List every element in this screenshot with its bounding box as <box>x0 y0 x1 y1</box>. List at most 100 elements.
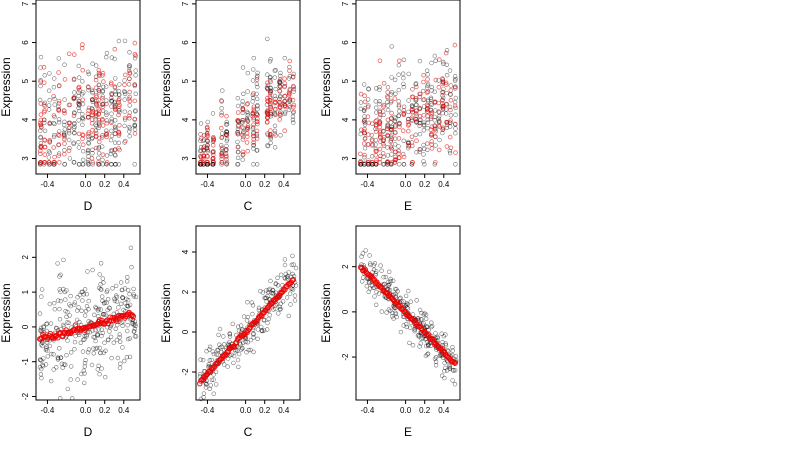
black-point <box>109 98 114 104</box>
black-point <box>444 72 450 78</box>
black-point <box>129 265 134 270</box>
red-point <box>76 101 81 106</box>
black-point <box>57 287 62 292</box>
black-point <box>251 349 256 355</box>
black-point <box>453 131 458 136</box>
red-point <box>38 160 44 165</box>
black-point <box>72 347 77 352</box>
black-point <box>44 340 50 345</box>
x-tick-label: 0.4 <box>438 406 450 415</box>
red-point <box>52 154 57 160</box>
red-point <box>385 124 390 129</box>
black-point <box>85 69 91 75</box>
x-tick-label: -0.4 <box>361 180 375 189</box>
black-point <box>80 111 85 117</box>
black-point <box>74 317 80 323</box>
x-tick-label: 0.0 <box>400 406 412 415</box>
black-point <box>51 76 57 81</box>
black-point <box>244 350 249 355</box>
red-point <box>282 93 288 99</box>
black-point <box>68 377 73 382</box>
black-point <box>421 152 426 157</box>
black-point <box>277 79 282 85</box>
red-point <box>122 115 128 121</box>
black-point <box>60 365 65 370</box>
black-point <box>91 334 96 340</box>
black-point <box>65 386 71 392</box>
red-point <box>401 108 407 113</box>
red-point <box>429 110 435 115</box>
black-point <box>290 117 296 123</box>
black-point <box>71 110 77 115</box>
black-point <box>104 112 109 118</box>
red-point <box>265 80 270 86</box>
red-point <box>56 70 61 75</box>
x-tick-label: 0.2 <box>419 406 431 415</box>
red-point <box>127 98 133 104</box>
red-point <box>47 120 53 126</box>
black-point <box>290 253 295 259</box>
black-point <box>414 119 419 125</box>
black-point <box>437 353 442 359</box>
black-point <box>109 128 114 134</box>
black-point <box>389 44 394 49</box>
black-point <box>100 276 106 281</box>
x-axis-label: E <box>404 199 412 213</box>
red-point <box>424 107 430 112</box>
red-point <box>240 132 245 138</box>
black-point <box>240 99 245 104</box>
black-point <box>127 50 132 55</box>
black-point <box>108 137 114 143</box>
black-point <box>444 122 450 127</box>
black-point <box>67 302 72 307</box>
black-point <box>62 119 67 125</box>
black-point <box>115 322 120 328</box>
red-point <box>42 137 47 143</box>
red-point <box>388 144 394 149</box>
black-point <box>81 368 87 373</box>
red-point <box>369 160 375 165</box>
red-point <box>235 131 241 137</box>
black-point <box>37 365 43 370</box>
red-point <box>96 88 102 93</box>
red-point <box>452 103 458 108</box>
red-point <box>373 119 378 124</box>
black-point <box>282 55 287 61</box>
black-point <box>210 349 216 354</box>
black-point <box>117 339 123 344</box>
black-point <box>65 338 70 343</box>
panel-bottom-left: -0.4 0.0 0.2 0.4 -2 -1 0 1 2 D Expression <box>0 225 141 439</box>
y-axis-label: Expression <box>159 283 173 342</box>
red-point <box>224 160 230 165</box>
red-point <box>76 85 81 91</box>
black-point <box>51 84 57 90</box>
black-point <box>46 155 52 160</box>
black-point <box>428 95 434 101</box>
red-point <box>388 116 394 122</box>
red-point <box>241 118 246 123</box>
y-tick-label: 0 <box>21 324 30 329</box>
black-point <box>245 340 250 345</box>
black-point <box>397 108 402 114</box>
black-point <box>98 350 103 356</box>
black-point <box>421 312 426 317</box>
red-point <box>436 110 442 115</box>
black-point <box>109 147 115 153</box>
black-point <box>62 148 67 153</box>
black-point <box>207 344 213 349</box>
black-point <box>219 162 224 167</box>
black-point <box>261 318 267 323</box>
black-point <box>430 323 435 329</box>
x-tick-label: 0.2 <box>259 180 271 189</box>
red-point <box>42 152 48 157</box>
red-point <box>414 138 419 144</box>
black-point <box>85 147 91 153</box>
red-point <box>55 132 61 137</box>
black-point <box>441 61 446 66</box>
black-point <box>407 340 412 346</box>
black-point <box>240 152 246 158</box>
black-point <box>262 328 267 333</box>
black-point <box>280 299 286 304</box>
black-point <box>126 96 132 102</box>
black-point <box>452 382 458 387</box>
